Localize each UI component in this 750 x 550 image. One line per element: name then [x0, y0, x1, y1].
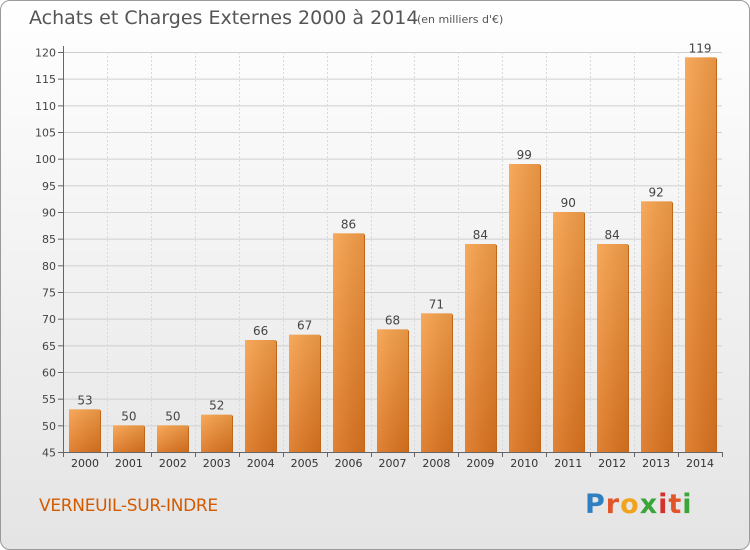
labels: 45 50 55 60 65 70 75 80 85 90 95 100 105 110 115 120 53 2… — [35, 41, 714, 470]
x-tick-label: 2007 — [379, 457, 407, 470]
value-label: 68 — [385, 313, 400, 327]
y-tick-label: 45 — [42, 447, 56, 460]
bar-shade — [465, 244, 496, 452]
value-label: 66 — [253, 324, 268, 338]
value-label: 53 — [77, 393, 92, 407]
proxiti-logo[interactable]: Proxiti — [585, 489, 693, 520]
logo-letter: i — [682, 489, 693, 520]
bar-shade — [289, 334, 320, 452]
y-tick-label: 80 — [42, 260, 56, 273]
y-tick-label: 55 — [42, 393, 56, 406]
y-tick-label: 70 — [42, 313, 56, 326]
y-tick-label: 85 — [42, 233, 56, 246]
bar-shade — [641, 201, 672, 452]
value-label: 84 — [473, 228, 488, 242]
value-label: 67 — [297, 319, 312, 333]
x-tick-label: 2009 — [466, 457, 494, 470]
y-tick-label: 110 — [35, 100, 56, 113]
logo-letter: t — [668, 489, 683, 520]
town-name: VERNEUIL-SUR-INDRE — [39, 496, 218, 516]
x-tick-label: 2002 — [159, 457, 187, 470]
value-label: 99 — [517, 148, 532, 162]
bar-shade — [509, 164, 540, 452]
x-tick-label: 2005 — [291, 457, 319, 470]
bars — [69, 57, 717, 452]
value-label: 50 — [121, 409, 136, 423]
x-tick-label: 2013 — [642, 457, 670, 470]
axes — [58, 46, 723, 457]
bar-shade — [245, 340, 276, 452]
value-label: 90 — [561, 196, 576, 210]
y-tick-label: 50 — [42, 420, 56, 433]
chart-title: Achats et Charges Externes 2000 à 2014 — [29, 7, 419, 29]
y-tick-label: 100 — [35, 153, 56, 166]
y-tick-label: 115 — [35, 73, 56, 86]
value-label: 50 — [165, 409, 180, 423]
logo-letter: o — [620, 489, 640, 520]
x-tick-label: 2014 — [686, 457, 714, 470]
bar-shade — [685, 57, 716, 452]
value-label: 52 — [209, 399, 224, 413]
logo-letter: r — [605, 489, 621, 520]
value-label: 84 — [605, 228, 620, 242]
y-tick-label: 120 — [35, 47, 56, 60]
x-tick-label: 2001 — [115, 457, 143, 470]
x-tick-label: 2008 — [422, 457, 450, 470]
x-tick-label: 2003 — [203, 457, 231, 470]
x-tick-label: 2011 — [554, 457, 582, 470]
logo-letter: i — [658, 489, 669, 520]
bar-shade — [421, 313, 452, 452]
x-tick-label: 2006 — [335, 457, 363, 470]
logo-letter: P — [585, 489, 606, 520]
y-tick-label: 65 — [42, 340, 56, 353]
y-tick-label: 105 — [35, 127, 56, 140]
x-tick-label: 2000 — [71, 457, 99, 470]
value-label: 71 — [429, 297, 444, 311]
value-label: 92 — [648, 185, 663, 199]
bar-shade — [333, 233, 364, 452]
bar-shade — [113, 425, 144, 452]
value-label: 86 — [341, 217, 356, 231]
value-label: 119 — [689, 41, 712, 55]
y-tick-label: 95 — [42, 180, 56, 193]
y-tick-label: 90 — [42, 207, 56, 220]
y-tick-label: 75 — [42, 287, 56, 300]
bar-shade — [553, 212, 584, 452]
chart-unit: (en milliers d'€) — [417, 13, 504, 26]
bar-shade — [157, 425, 188, 452]
bar-shade — [597, 244, 628, 452]
bar-shade — [377, 329, 408, 452]
x-tick-label: 2004 — [247, 457, 275, 470]
bar-shade — [201, 414, 232, 452]
y-tick-label: 60 — [42, 367, 56, 380]
x-tick-label: 2012 — [598, 457, 626, 470]
logo-letter: x — [639, 489, 659, 520]
bar-shade — [69, 409, 100, 452]
x-tick-label: 2010 — [510, 457, 538, 470]
